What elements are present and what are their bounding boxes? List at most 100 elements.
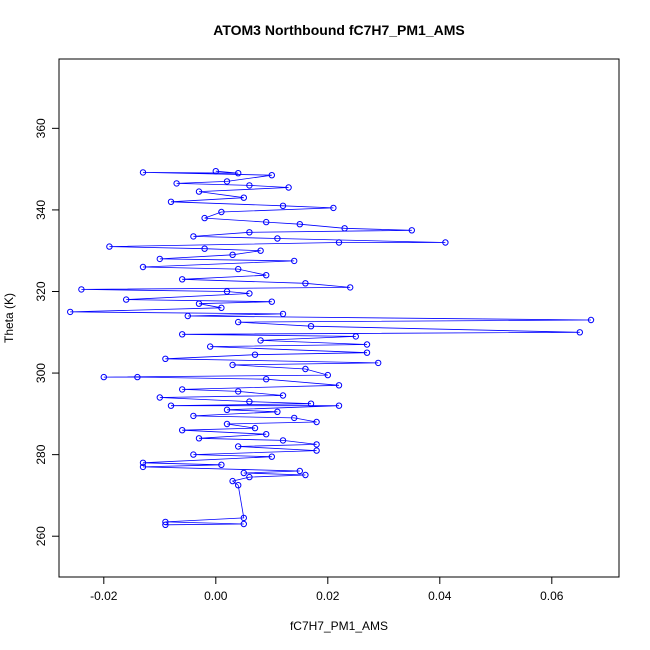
data-point [179, 276, 186, 283]
y-tick-label: 360 [34, 118, 48, 138]
data-point [179, 386, 186, 393]
plot-frame [58, 58, 620, 578]
data-point [302, 365, 309, 373]
x-axis: -0.02 0.00 0.02 0.04 0.06 [90, 576, 564, 603]
data-point [67, 308, 74, 316]
x-tick-label: 0.06 [540, 589, 564, 603]
data-point [179, 427, 186, 434]
data-point [375, 359, 382, 367]
data-point [341, 225, 348, 232]
data-point [212, 168, 220, 175]
data-point [279, 392, 287, 399]
data-point [363, 341, 371, 348]
data-point [229, 477, 236, 485]
data-point [291, 414, 298, 422]
data-point [156, 255, 164, 263]
data-point [167, 402, 175, 409]
data-point [207, 343, 214, 350]
chart-title: ATOM3 Northbound fC7H7_PM1_AMS [213, 22, 465, 38]
data-point [195, 300, 203, 307]
data-point [162, 518, 169, 526]
data-point [246, 182, 253, 189]
data-point [184, 312, 192, 320]
data-point [223, 406, 231, 413]
data-point [235, 388, 242, 395]
data-point [229, 361, 236, 369]
data-point [201, 214, 208, 222]
data-point [134, 373, 141, 381]
data-point [218, 304, 225, 311]
data-point [235, 443, 242, 450]
data-point [190, 233, 197, 240]
series-line [70, 170, 592, 526]
data-point [257, 337, 264, 344]
data-point [223, 178, 231, 185]
x-axis-title: fC7H7_PM1_AMS [290, 619, 388, 633]
data-point [587, 316, 595, 324]
data-point [173, 180, 180, 187]
data-point [279, 437, 287, 444]
data-point [257, 247, 264, 254]
data-point [268, 298, 275, 305]
data-point [190, 412, 197, 420]
data-point [268, 172, 275, 179]
data-point [139, 459, 147, 466]
data-point [201, 245, 208, 252]
data-point [263, 431, 270, 438]
data-point [313, 447, 320, 454]
data-point [279, 202, 287, 210]
data-point [246, 398, 253, 405]
data-point [296, 221, 303, 228]
y-tick-label: 320 [34, 281, 48, 301]
data-point [139, 169, 147, 176]
data-point [246, 290, 253, 297]
y-tick-label: 280 [34, 444, 48, 464]
data-point [408, 227, 415, 234]
data-point [179, 331, 186, 338]
data-point [263, 376, 270, 383]
data-point [78, 286, 85, 293]
data-point [263, 218, 270, 226]
data-point [279, 310, 287, 318]
plot-area [67, 168, 595, 528]
data-point [307, 323, 315, 330]
data-point [313, 441, 320, 448]
data-point [442, 239, 449, 246]
data-point [302, 280, 309, 287]
data-point [240, 520, 248, 528]
data-point [576, 329, 583, 336]
data-point [291, 257, 298, 265]
data-point [274, 408, 281, 415]
y-tick-label: 340 [34, 200, 48, 220]
data-point [302, 471, 309, 479]
data-point [274, 235, 281, 242]
x-tick-label: 0.04 [428, 589, 452, 603]
data-point [268, 453, 275, 460]
y-axis: 260 280 300 320 340 360 [34, 118, 60, 546]
data-point [139, 263, 147, 271]
data-point [235, 170, 242, 177]
data-point [156, 394, 164, 401]
data-point [330, 204, 337, 212]
x-tick-label: 0.00 [204, 589, 228, 603]
data-point [167, 198, 175, 206]
data-point [218, 208, 225, 216]
data-point [235, 482, 242, 489]
data-point [335, 382, 343, 389]
data-point [296, 467, 303, 475]
data-point [162, 355, 169, 362]
data-point [263, 272, 270, 279]
data-point [195, 188, 203, 195]
data-point [240, 469, 248, 477]
data-point [235, 265, 242, 273]
data-point [100, 373, 108, 381]
data-point [162, 521, 169, 528]
data-point [251, 424, 259, 432]
data-point [285, 184, 292, 191]
data-point [235, 318, 242, 326]
data-point [123, 296, 130, 303]
x-tick-label: 0.02 [316, 589, 340, 603]
data-point [335, 402, 343, 409]
data-point [246, 229, 253, 236]
